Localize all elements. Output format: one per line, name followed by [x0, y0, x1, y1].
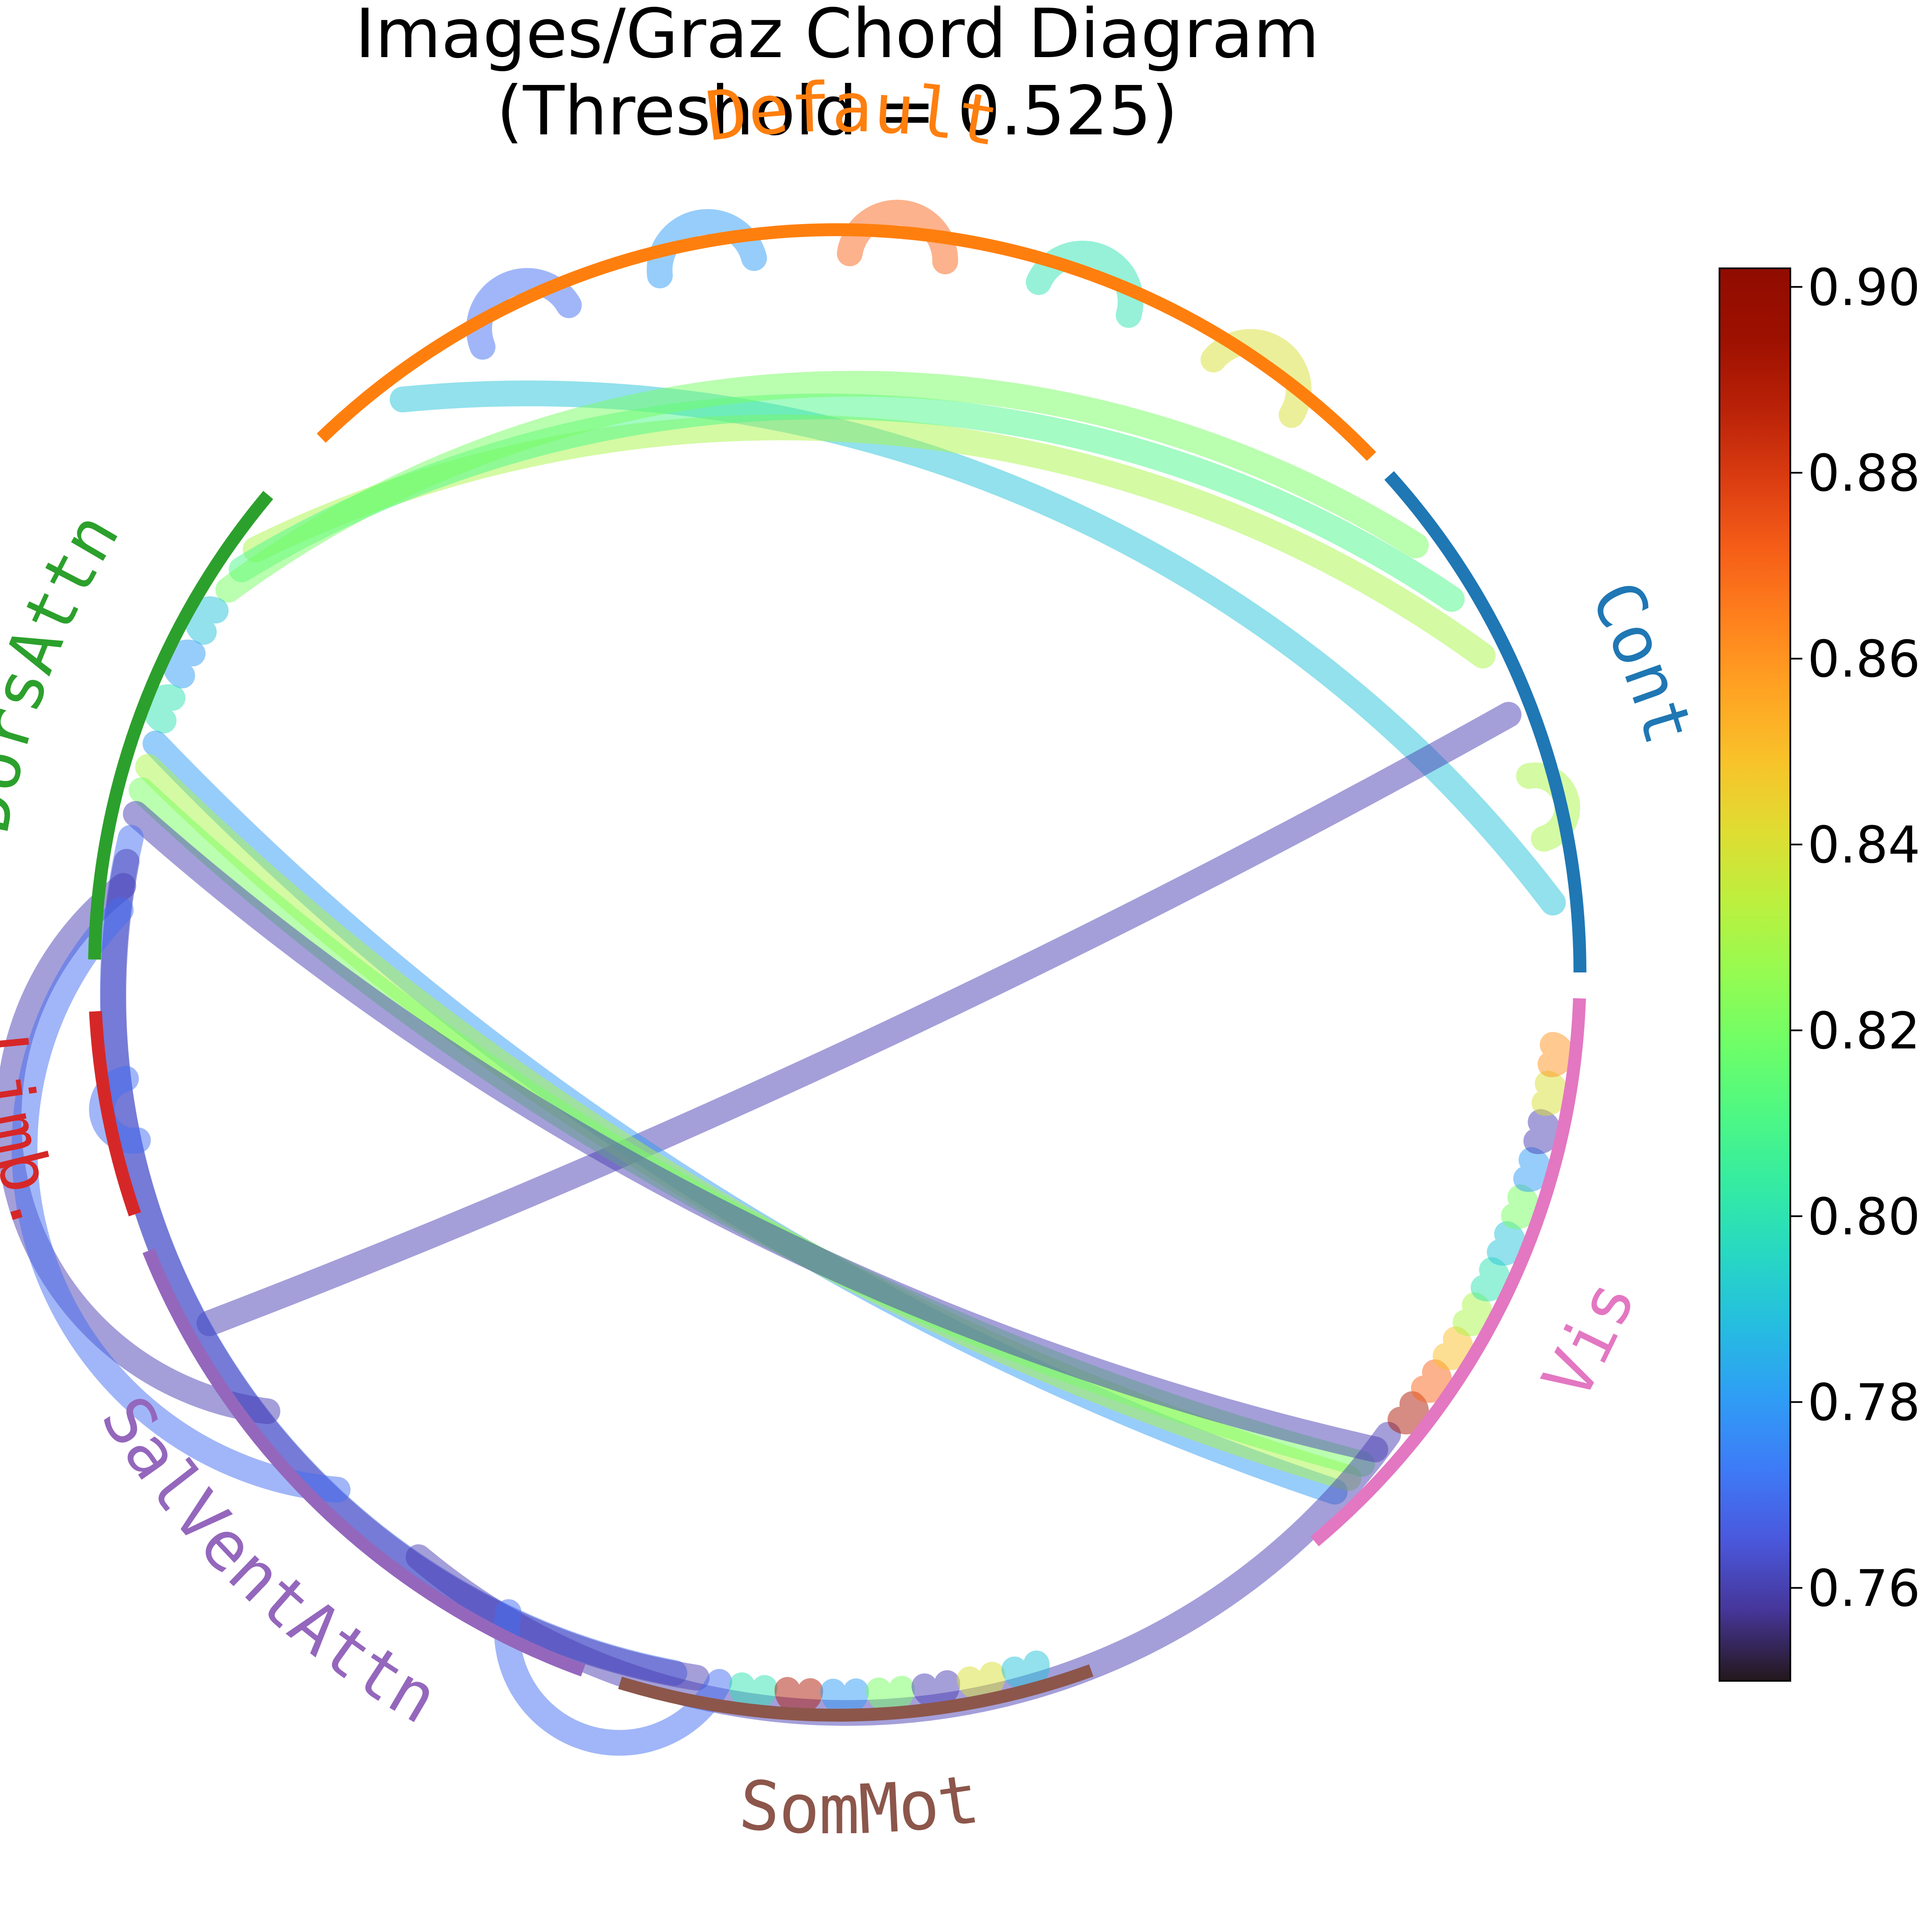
chord-vis-vis	[1411, 1359, 1452, 1403]
chord-vis-vis	[1537, 1032, 1574, 1077]
group-arc-layer	[88, 223, 1586, 1722]
chord-cont-dorsattn	[215, 371, 1429, 603]
chord-cont-cont	[1516, 762, 1580, 852]
group-label-limb: Limb.	[0, 1030, 77, 1240]
chord-sommot-sommot	[957, 1662, 1005, 1701]
group-arc-dorsattn	[88, 491, 273, 960]
group-label-cont: Cont	[1575, 569, 1708, 753]
colorbar-tick-label: 0.88	[1807, 444, 1920, 503]
colorbar-tick-label: 0.82	[1807, 1001, 1920, 1060]
group-arc-salventattn	[143, 1248, 586, 1677]
chord-dorsattn-vis	[123, 801, 1388, 1463]
group-arc-cont	[1384, 471, 1586, 973]
chord-vis-vis	[1531, 1070, 1569, 1116]
chord-dorsattn-dorsattn	[185, 596, 229, 645]
colorbar-tick-label: 0.80	[1807, 1187, 1920, 1246]
chord-vis-vis	[1470, 1257, 1510, 1302]
chord-sommot-sommot	[1001, 1650, 1050, 1691]
chart-title-line-1: Images/Graz Chord Diagram	[355, 0, 1319, 73]
group-arc-limb	[89, 1011, 141, 1217]
chord-vis-vis	[1513, 1147, 1552, 1192]
chart-title-line-2: (Threshold = 0.525)	[496, 72, 1178, 151]
colorbar-tick-label: 0.76	[1807, 1559, 1920, 1618]
group-label-sommot: SomMot	[736, 1759, 984, 1850]
colorbar-tick-label: 0.86	[1807, 629, 1920, 689]
colorbar-tick-label: 0.78	[1807, 1373, 1920, 1432]
colorbar-gradient	[1719, 267, 1791, 1682]
chord-dorsattn-dorsattn	[143, 684, 185, 734]
chord-vis-vis	[1433, 1326, 1473, 1370]
chord-dorsattn-dorsattn	[162, 639, 206, 689]
chord-sommot-sommot	[820, 1678, 869, 1716]
chord-salventattn-vis	[405, 1422, 1401, 1726]
chord-vis-vis	[1452, 1292, 1493, 1337]
group-arc-sommot	[618, 1664, 1094, 1722]
colorbar-tick-label: 0.84	[1807, 815, 1920, 875]
group-arc-vis	[1310, 998, 1586, 1546]
group-arc-default	[316, 223, 1376, 461]
group-label-vis: Vis	[1527, 1269, 1651, 1412]
chord-sommot-sommot	[911, 1670, 960, 1709]
group-label-default: Default	[702, 68, 1004, 161]
chord-vis-vis	[1487, 1221, 1526, 1266]
chord-salventattn-sommot	[494, 1599, 732, 1756]
chord-layer	[0, 200, 1580, 1756]
chord-dorsattn-salventattn	[12, 897, 351, 1503]
group-label-layer: DefaultContVisSomMotSalVentAttnLimb.Dors…	[0, 68, 1709, 1850]
chord-cont-salventattn	[196, 702, 1522, 1337]
chord-dorsattn-vis	[135, 753, 1362, 1491]
colorbar: 0.76 0.78 0.80 0.82 0.84 0.86 0.88 0.90	[1719, 258, 1920, 1682]
chord-vis-vis	[1501, 1184, 1540, 1229]
chord-sommot-sommot	[775, 1677, 823, 1715]
chord-default-cont	[389, 380, 1566, 916]
chord-vis-vis	[1523, 1109, 1561, 1154]
colorbar-tick-label: 0.90	[1807, 258, 1920, 317]
chord-sommot-sommot	[729, 1672, 778, 1711]
chord-vis-vis	[1387, 1391, 1429, 1435]
chord-sommot-sommot	[866, 1676, 915, 1714]
